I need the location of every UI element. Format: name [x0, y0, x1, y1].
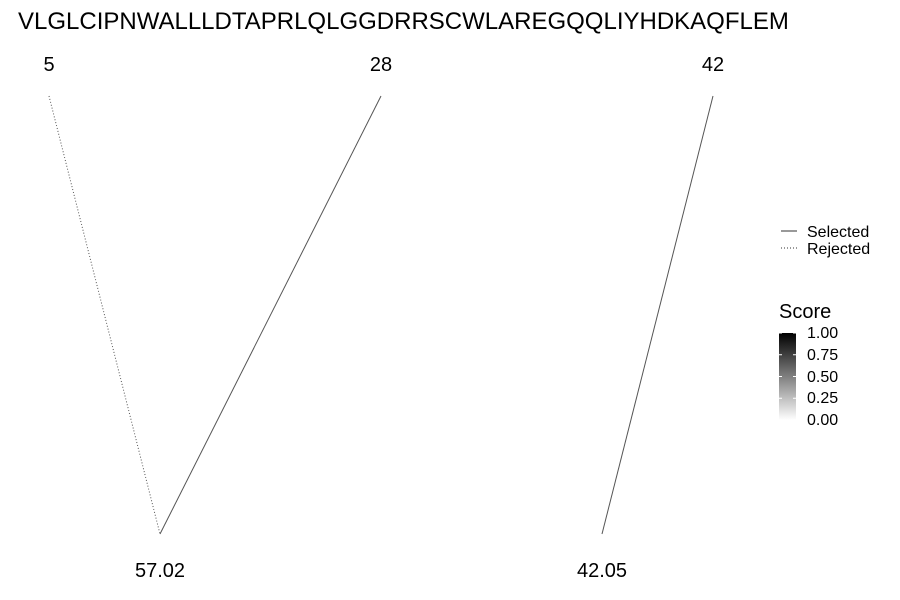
connection-line-selected [159, 95, 382, 535]
score-tick-label: 0.75 [807, 347, 838, 364]
connection-line-selected [601, 95, 714, 535]
top-label-3: 42 [702, 54, 724, 76]
score-tick-label: 0.50 [807, 369, 838, 386]
bottom-label-1: 57.02 [135, 560, 185, 582]
score-legend: Score 1.00 0.75 0.50 0.25 0.00 [779, 301, 838, 429]
connection-line-rejected [48, 95, 161, 535]
score-tick-label: 1.00 [807, 325, 838, 342]
score-tick-label: 0.25 [807, 390, 838, 407]
bottom-label-2: 42.05 [577, 560, 627, 582]
score-legend-title: Score [779, 301, 831, 323]
score-tick-label: 0.00 [807, 412, 838, 429]
top-label-1: 5 [43, 54, 54, 76]
line-type-legend: Selected Rejected [781, 224, 870, 258]
legend-label-rejected: Rejected [807, 241, 870, 258]
legend-label-selected: Selected [807, 224, 869, 241]
top-label-2: 28 [370, 54, 392, 76]
sequence-title: VLGLCIPNWALLLDTAPRLQLGGDRRSCWLAREGQQLIYH… [18, 8, 789, 35]
score-gradient-bar [779, 333, 796, 420]
